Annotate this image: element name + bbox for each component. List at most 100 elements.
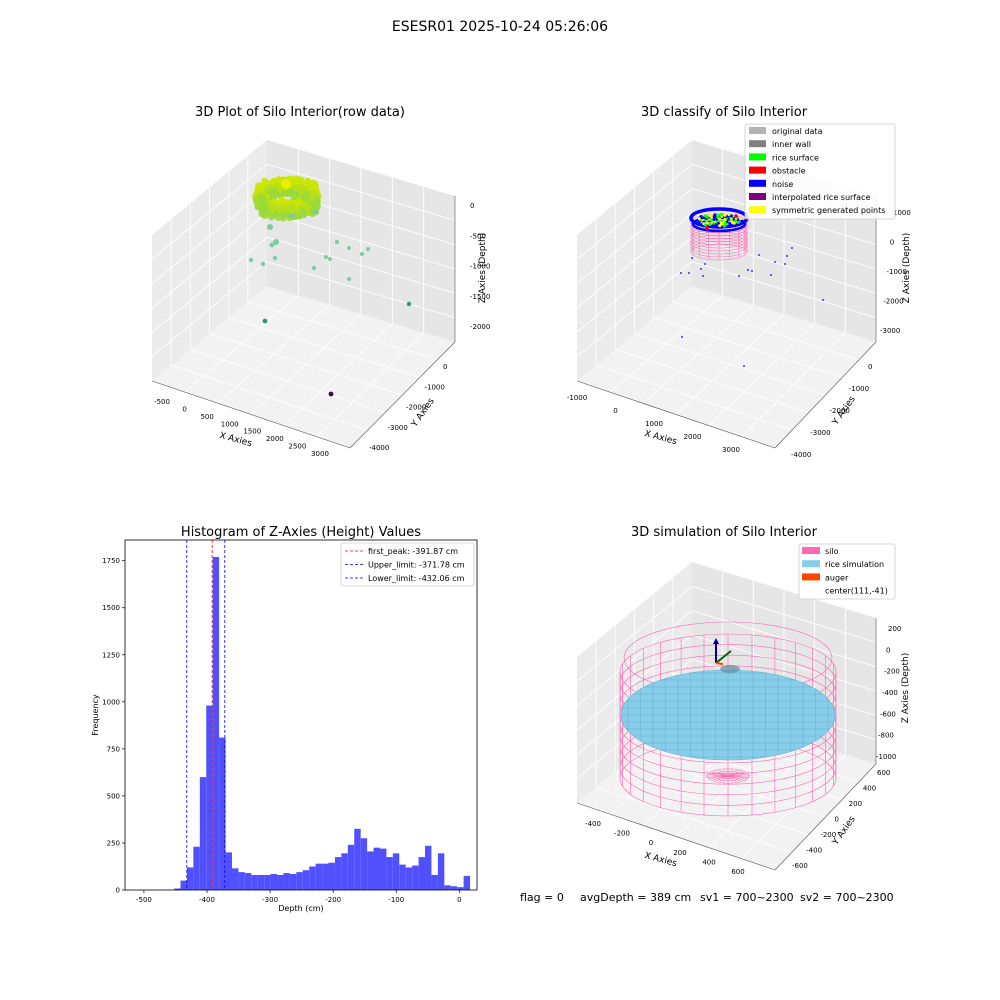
raw-scatter-point xyxy=(272,255,278,261)
simulation-x-tick: 200 xyxy=(673,849,686,857)
silo-floor-spoke xyxy=(727,775,738,783)
histogram-bar xyxy=(412,865,419,890)
raw-y-axis-label: Y Axies xyxy=(409,396,437,429)
raw-y-tick: 0 xyxy=(443,363,447,371)
classify-surface-point xyxy=(697,217,701,221)
raw-x-tick-labels: -500 0 500 1000 1500 2000 2500 3000 xyxy=(154,398,329,458)
classify-surface-point xyxy=(717,213,721,217)
silo-floor-spoke xyxy=(714,770,729,777)
simulation-legend-label: auger xyxy=(825,573,849,582)
histogram-bar xyxy=(450,886,458,890)
histogram-x-tick-label: -300 xyxy=(262,896,278,904)
classify-legend-label: inner wall xyxy=(772,140,811,149)
raw-surface-point xyxy=(310,200,317,208)
classify-surface-point xyxy=(720,214,724,218)
simulation-x-tick: 600 xyxy=(731,868,744,876)
classify-surface-point xyxy=(714,223,718,227)
simulation-y-tick: -600 xyxy=(792,862,808,870)
raw-surface-point xyxy=(258,204,265,212)
raw-surface-point xyxy=(261,212,269,220)
classify-z-tick-labels: 1000 0 -1000 -2000 -3000 xyxy=(880,209,911,335)
classify-obstacle-point xyxy=(705,226,709,230)
classify-noise-point xyxy=(681,336,683,338)
raw-y-tick-labels: 0 -1000 -2000 -3000 -4000 xyxy=(369,363,447,452)
classify-noise-point xyxy=(704,263,706,265)
silo-floor-spoke xyxy=(727,775,750,778)
histogram-bar xyxy=(315,863,323,890)
simulation-z-tick: -200 xyxy=(884,668,900,676)
raw-z-axis-label: Z Axies (Depth) xyxy=(478,233,488,304)
raw-x-tick: 1000 xyxy=(221,420,239,428)
classify-noise-point xyxy=(770,274,772,276)
classify-z-axis-label: Z Axies (Depth) xyxy=(902,233,912,304)
simulation-z-tick: -400 xyxy=(882,689,898,697)
classify-surface-point xyxy=(708,212,712,216)
simulation-legend-swatch xyxy=(802,547,820,554)
classify-noise-point xyxy=(751,270,753,272)
histogram-bar xyxy=(328,862,335,890)
histogram-bar xyxy=(296,872,303,890)
histogram-y-tick-label: 1000 xyxy=(102,698,120,706)
histogram-y-tick-label: 1750 xyxy=(102,557,120,565)
simulation-z-tick: -1000 xyxy=(876,753,896,761)
axis-line xyxy=(576,380,776,449)
histogram-x-tick-label: -400 xyxy=(199,896,215,904)
simulation-y-tick: 600 xyxy=(877,769,890,777)
auger-z-arrowhead xyxy=(713,638,719,644)
simulation-y-tick: -200 xyxy=(820,831,836,839)
histogram-x-axis-label: Depth (cm) xyxy=(278,904,323,913)
classify-obstacle-point xyxy=(734,214,738,218)
raw-scatter-point xyxy=(311,265,317,271)
classify-legend-swatch xyxy=(749,127,766,134)
histogram-bar xyxy=(174,888,181,890)
histogram-bar xyxy=(431,874,438,890)
histogram-bar xyxy=(302,870,310,890)
classify-legend-swatch xyxy=(749,179,766,187)
silo-floor-spoke xyxy=(722,769,729,777)
raw-z-tick: 0 xyxy=(470,202,474,210)
silo-floor-spoke xyxy=(706,775,729,778)
raw-x-tick: 500 xyxy=(200,413,213,421)
classify-noise-point xyxy=(738,275,740,277)
raw-surface-point xyxy=(272,191,279,199)
silo-floor-spoke xyxy=(708,775,729,780)
simulation-legend-swatch xyxy=(802,560,820,568)
silo-floor-spoke xyxy=(727,775,734,783)
axis-line xyxy=(151,380,351,449)
grid-line xyxy=(576,585,693,682)
histogram-bar xyxy=(283,873,290,890)
raw-3d-panel: 3D Plot of Silo Interior(row data) -5000… xyxy=(151,105,490,458)
silo-floor-spoke xyxy=(727,775,742,782)
classify-noise-point xyxy=(791,247,793,249)
silo-floor-spoke xyxy=(710,771,729,777)
sv1-text: sv1 = 700~2300 xyxy=(700,891,794,904)
classify-x-tick: 2000 xyxy=(684,433,702,441)
histogram-bar xyxy=(437,853,445,890)
grid-line xyxy=(691,585,877,643)
histogram-y-axis-label: Frequency xyxy=(91,694,100,736)
histogram-bar xyxy=(392,853,400,890)
grid-line xyxy=(596,364,792,431)
classify-x-tick: 3000 xyxy=(722,446,740,454)
histogram-bar xyxy=(257,874,265,890)
histogram-bar xyxy=(212,556,220,890)
silo-floor-spoke xyxy=(722,775,729,783)
classify-surface-point xyxy=(717,221,720,225)
histogram-x-tick-label: -200 xyxy=(325,896,341,904)
histogram-bar xyxy=(244,873,252,890)
simulation-legend-label: center(111,-41) xyxy=(825,587,888,596)
classify-noise-point xyxy=(774,261,776,263)
histogram-bar xyxy=(309,866,316,890)
raw-surface-point xyxy=(281,179,291,189)
simulation-y-tick: -400 xyxy=(806,847,822,855)
classify-x-tick-labels: -1000 0 1000 2000 3000 xyxy=(567,394,740,454)
classify-y-tick-labels: 0 -1000 -2000 -3000 -4000 xyxy=(791,363,872,459)
histogram-y-tick-label: 1500 xyxy=(102,604,120,612)
rice-surface-dip xyxy=(720,665,740,673)
silo-floor-spoke xyxy=(727,770,742,777)
silo-floor-spoke xyxy=(727,771,746,777)
silo-floor-spoke xyxy=(727,774,750,777)
classify-legend-label: symmetric generated points xyxy=(772,206,885,215)
raw-z-tick: -1500 xyxy=(470,293,490,301)
raw-scatter-point xyxy=(313,209,319,215)
